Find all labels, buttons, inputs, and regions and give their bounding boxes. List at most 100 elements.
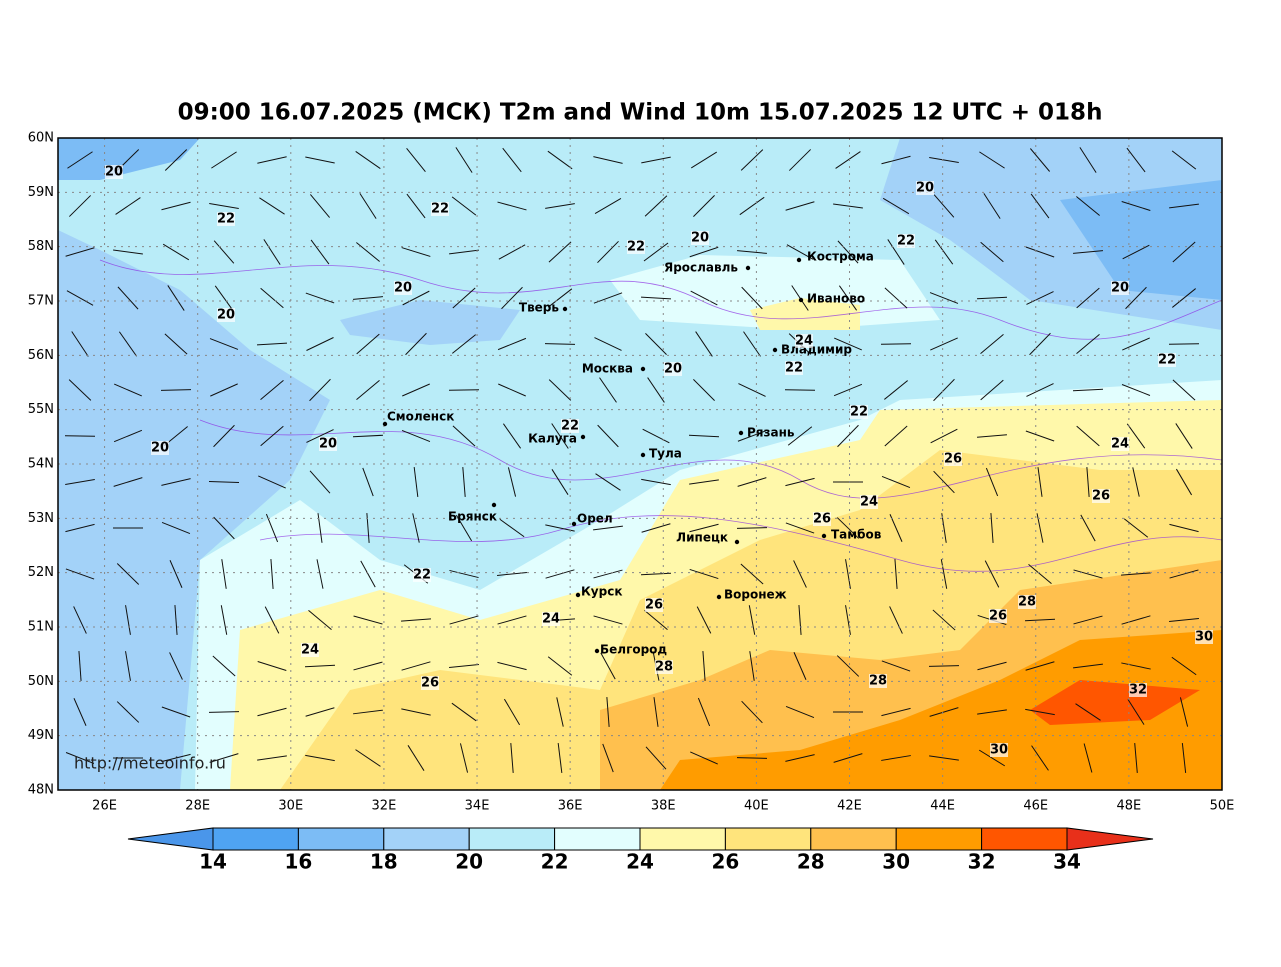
city-label: Липецк <box>676 531 728 545</box>
city-dot <box>739 431 743 435</box>
city-dot <box>735 540 739 544</box>
contour-label: 22 <box>1158 353 1176 368</box>
contour-label: 20 <box>151 441 169 456</box>
lon-label: 28E <box>185 799 210 814</box>
colorbar-segment <box>213 828 298 850</box>
city-dot <box>563 307 567 311</box>
contour-label: 26 <box>944 452 962 467</box>
colorbar-tick-label: 20 <box>455 850 483 874</box>
map-area: КостромаЯрославльИвановоТверьМоскваВлади… <box>58 138 1222 790</box>
contour-label: 22 <box>413 568 431 583</box>
wind-barb <box>881 344 911 345</box>
city-label: Смоленск <box>387 410 454 424</box>
contour-label: 30 <box>1195 630 1213 645</box>
contour-label: 24 <box>301 643 319 658</box>
city-dot <box>641 367 645 371</box>
contour-label: 20 <box>664 362 682 377</box>
contour-label: 26 <box>645 598 663 613</box>
lat-label: 49N <box>28 728 54 743</box>
colorbar-arrow-low <box>128 828 213 850</box>
lat-label: 54N <box>28 457 54 472</box>
city-label: Тамбов <box>831 528 882 542</box>
colorbar-tick-label: 24 <box>626 850 654 874</box>
city-label: Москва <box>582 362 633 376</box>
lon-label: 48E <box>1116 799 1141 814</box>
city-dot <box>797 258 801 262</box>
contour-label: 20 <box>217 308 235 323</box>
lon-label: 50E <box>1210 799 1235 814</box>
contour-label: 26 <box>989 609 1007 624</box>
lon-label: 46E <box>1023 799 1048 814</box>
city-dot <box>746 266 750 270</box>
contour-label: 20 <box>691 231 709 246</box>
lon-label: 32E <box>372 799 397 814</box>
lon-label: 44E <box>930 799 955 814</box>
lat-label: 58N <box>28 239 54 254</box>
contour-label: 22 <box>850 405 868 420</box>
lat-label: 56N <box>28 348 54 363</box>
lat-label: 57N <box>28 294 54 309</box>
contour-label: 26 <box>1092 489 1110 504</box>
title: 09:00 16.07.2025 (МСК) T2m and Wind 10m … <box>178 100 1103 126</box>
colorbar-tick-label: 18 <box>370 850 398 874</box>
lat-label: 50N <box>28 674 54 689</box>
colorbar-tick-label: 34 <box>1053 850 1081 874</box>
city-label: Калуга <box>528 432 577 446</box>
contour-label: 22 <box>561 419 579 434</box>
city-dot <box>822 534 826 538</box>
city-dot <box>641 453 645 457</box>
colorbar-tick-label: 26 <box>711 850 739 874</box>
city-label: Ярославль <box>664 261 738 275</box>
city-label: Тула <box>649 447 682 461</box>
city-dot <box>492 503 496 507</box>
wind-barb <box>545 344 575 345</box>
colorbar-segment <box>640 828 725 850</box>
contour-label: 20 <box>105 165 123 180</box>
colorbar-segment <box>896 828 981 850</box>
lon-label: 26E <box>92 799 117 814</box>
lat-label: 55N <box>28 402 54 417</box>
city-dot <box>595 649 599 653</box>
colorbar-segment <box>725 828 810 850</box>
city-label: Владимир <box>781 343 852 357</box>
contour-label: 20 <box>916 181 934 196</box>
lon-label: 38E <box>651 799 676 814</box>
colorbar-arrow-high <box>1067 828 1153 850</box>
lon-label: 34E <box>465 799 490 814</box>
contour-label: 24 <box>795 334 813 349</box>
wind-barb <box>161 390 191 391</box>
lon-label: 40E <box>744 799 769 814</box>
colorbar-tick-label: 30 <box>882 850 910 874</box>
contour-label: 26 <box>813 512 831 527</box>
lat-label: 48N <box>28 783 54 798</box>
contour-label: 20 <box>319 437 337 452</box>
colorbar-tick-label: 16 <box>284 850 312 874</box>
city-dot <box>773 348 777 352</box>
contour-label: 24 <box>542 612 560 627</box>
city-dot <box>581 435 585 439</box>
city-label: Белгород <box>600 643 667 657</box>
contour-label: 28 <box>655 660 673 675</box>
colorbar-tick-label: 32 <box>968 850 996 874</box>
lat-label: 59N <box>28 185 54 200</box>
contour-label: 24 <box>1111 437 1129 452</box>
contour-label: 32 <box>1129 683 1147 698</box>
contour-label: 22 <box>431 202 449 217</box>
colorbar-segment <box>298 828 383 850</box>
colorbar-segment <box>555 828 640 850</box>
city-label: Тверь <box>519 301 560 315</box>
contour-label: 26 <box>421 676 439 691</box>
city-dot <box>799 298 803 302</box>
contour-label: 22 <box>897 234 915 249</box>
colorbar-segment <box>811 828 896 850</box>
contour-label: 20 <box>394 281 412 296</box>
colorbar-tick-label: 22 <box>541 850 569 874</box>
city-label: Орел <box>577 512 613 526</box>
lat-label: 51N <box>28 620 54 635</box>
city-label: Иваново <box>807 292 865 306</box>
city-label: Рязань <box>747 426 795 440</box>
city-label: Курск <box>581 585 622 599</box>
colorbar-segment <box>982 828 1067 850</box>
colorbar-segment <box>469 828 554 850</box>
